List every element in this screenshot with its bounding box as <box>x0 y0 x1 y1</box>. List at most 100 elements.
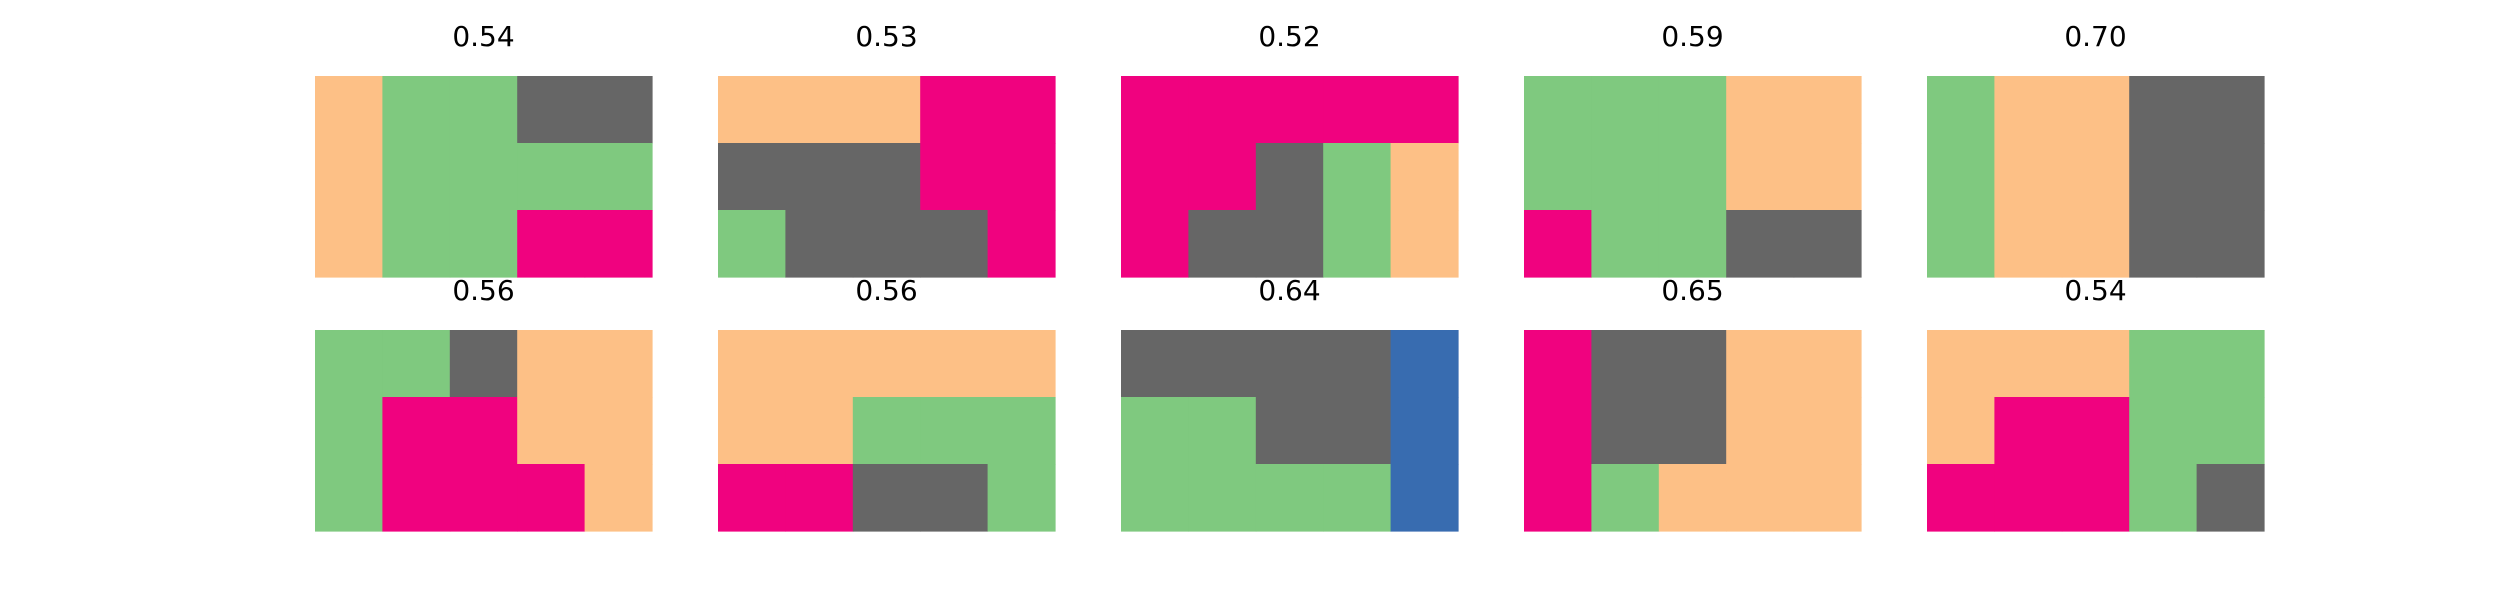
grid-cell <box>382 143 451 211</box>
grid-cell <box>1121 464 1189 532</box>
grid-cell <box>1658 464 1727 532</box>
grid-cell <box>718 397 786 465</box>
grid-cell <box>1927 210 1995 278</box>
grid-cell <box>718 464 786 532</box>
grid-cell <box>1591 76 1660 144</box>
grid-cell <box>1188 143 1257 211</box>
grid-cell <box>1121 210 1189 278</box>
grid-cell <box>449 210 518 278</box>
grid-cell <box>852 143 921 211</box>
grid-cell <box>1255 210 1324 278</box>
grid-cell <box>2129 210 2198 278</box>
grid-cell <box>1927 397 1995 465</box>
grid-cell <box>517 143 586 211</box>
grid-cell <box>1390 76 1459 144</box>
grid-cell <box>1255 397 1324 465</box>
grid-cell <box>449 330 518 398</box>
grid-cell <box>1994 76 2063 144</box>
grid-cell <box>2196 464 2265 532</box>
grid-cell <box>987 397 1056 465</box>
grid-cell <box>1726 464 1795 532</box>
grid-cell <box>1390 464 1459 532</box>
grid-cell <box>1927 76 1995 144</box>
grid-cell <box>449 464 518 532</box>
grid-cell <box>785 330 854 398</box>
grid-cell <box>1188 210 1257 278</box>
grid-cell <box>1726 330 1795 398</box>
panel-title: 0.65 <box>1661 274 1723 307</box>
grid-cell <box>1524 76 1592 144</box>
grid-cell <box>1188 330 1257 398</box>
grid-cell <box>1927 143 1995 211</box>
grid-cell <box>517 330 586 398</box>
grid-cell <box>987 210 1056 278</box>
grid-cell <box>1255 76 1324 144</box>
grid-cell <box>2129 143 2198 211</box>
grid-cell <box>382 464 451 532</box>
grid-cell <box>987 143 1056 211</box>
panel-title: 0.52 <box>1258 20 1320 53</box>
grid-cell <box>1323 210 1392 278</box>
panel-title: 0.64 <box>1258 274 1320 307</box>
grid-cell <box>785 143 854 211</box>
panel-6: 0.56 <box>315 274 653 532</box>
grid-cell <box>2196 210 2265 278</box>
grid-cell <box>584 397 653 465</box>
grid-cell <box>1255 464 1324 532</box>
grid-cell <box>1524 210 1592 278</box>
grid-cell <box>2196 143 2265 211</box>
grid-cell <box>852 330 921 398</box>
grid-cell <box>1591 397 1660 465</box>
grid-cell <box>920 76 989 144</box>
grid-cell <box>2061 330 2130 398</box>
grid-cell <box>718 210 786 278</box>
grid-cell <box>718 76 786 144</box>
grid-cell <box>517 464 586 532</box>
grid-cell <box>2129 330 2198 398</box>
grid-cell <box>315 76 383 144</box>
grid-cell <box>852 397 921 465</box>
grid-cell <box>1188 397 1257 465</box>
grid-cell <box>2061 210 2130 278</box>
grid-cell <box>1188 464 1257 532</box>
grid-cell <box>1121 397 1189 465</box>
grid-cell <box>1658 330 1727 398</box>
grid-cell <box>1793 76 1862 144</box>
grid-cell <box>2061 397 2130 465</box>
grid-cell <box>852 464 921 532</box>
grid-cell <box>920 464 989 532</box>
grid-cell <box>1994 210 2063 278</box>
grid-cell <box>987 76 1056 144</box>
panel-title: 0.70 <box>2064 20 2126 53</box>
grid-cell <box>1524 397 1592 465</box>
grid-cell <box>1255 143 1324 211</box>
grid-cell <box>920 143 989 211</box>
grid-cell <box>1726 397 1795 465</box>
grid-cell <box>1726 143 1795 211</box>
grid-cell <box>2129 464 2198 532</box>
grid-cell <box>584 143 653 211</box>
grid-cell <box>785 210 854 278</box>
grid-cell <box>315 464 383 532</box>
grid-cell <box>382 76 451 144</box>
grid-cell <box>1390 397 1459 465</box>
grid-cell <box>1121 330 1189 398</box>
grid-cell <box>785 464 854 532</box>
grid-cell <box>1994 330 2063 398</box>
grid-cell <box>1591 210 1660 278</box>
grid-cell <box>315 397 383 465</box>
grid-cell <box>1658 397 1727 465</box>
grid-cell <box>1524 330 1592 398</box>
panel-title: 0.54 <box>452 20 514 53</box>
grid-cell <box>584 76 653 144</box>
grid-cell <box>1188 76 1257 144</box>
grid-cell <box>1726 76 1795 144</box>
grid-cell <box>1390 143 1459 211</box>
grid-cell <box>1927 330 1995 398</box>
panel-8: 0.64 <box>1121 274 1459 532</box>
grid-cell <box>852 210 921 278</box>
grid-cell <box>1658 143 1727 211</box>
grid-cell <box>2061 76 2130 144</box>
grid-cell <box>718 330 786 398</box>
